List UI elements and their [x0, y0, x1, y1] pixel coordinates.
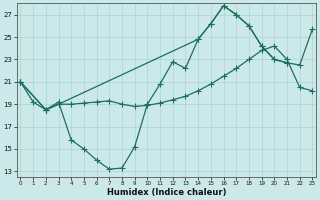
X-axis label: Humidex (Indice chaleur): Humidex (Indice chaleur) — [107, 188, 226, 197]
